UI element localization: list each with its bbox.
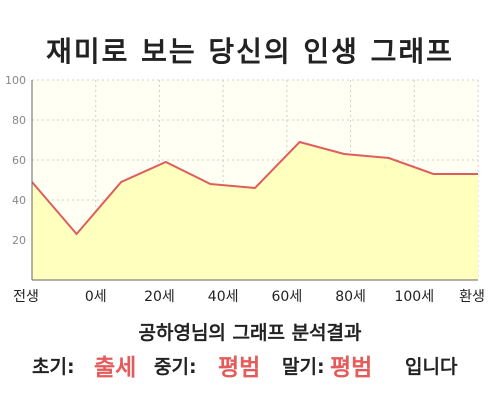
y-tick-label: 80 <box>12 114 26 127</box>
y-tick-labels: 20 40 60 80 100 <box>5 74 26 247</box>
y-tick-label: 40 <box>12 194 26 207</box>
x-tick-label: 전생 <box>13 289 39 305</box>
chart-title: 재미로 보는 당신의 인생 그래프 <box>46 35 454 68</box>
result-suffix: 입니다 <box>405 356 458 378</box>
late-value: 평범 <box>330 355 373 381</box>
life-area-fill <box>32 142 478 280</box>
analysis-summary: 공하영님의 그래프 분석결과 <box>138 322 362 344</box>
x-tick-label: 40세 <box>208 289 239 305</box>
late-label: 말기: <box>282 356 325 378</box>
x-tick-label: 20세 <box>144 289 175 305</box>
x-tick-label: 60세 <box>272 289 303 305</box>
life-line <box>31 140 478 236</box>
analysis-result: 초기: 출세 중기: 평범 말기: 평범 입니다 <box>0 348 500 381</box>
x-tick-labels: 전생 0세 20세 40세 60세 80세 100세 환생 <box>13 289 485 305</box>
y-tick-label: 20 <box>12 234 26 247</box>
x-tick-label: 80세 <box>335 289 366 305</box>
y-tick-label: 100 <box>5 74 26 87</box>
y-tick-label: 60 <box>12 154 26 167</box>
mid-value: 평범 <box>218 355 261 381</box>
x-tick-label: 100세 <box>394 289 434 305</box>
early-label: 초기: <box>32 356 75 378</box>
mid-label: 중기: <box>154 356 197 378</box>
x-tick-label: 환생 <box>459 289 485 305</box>
x-tick-label: 0세 <box>85 289 107 305</box>
early-value: 출세 <box>94 355 137 381</box>
